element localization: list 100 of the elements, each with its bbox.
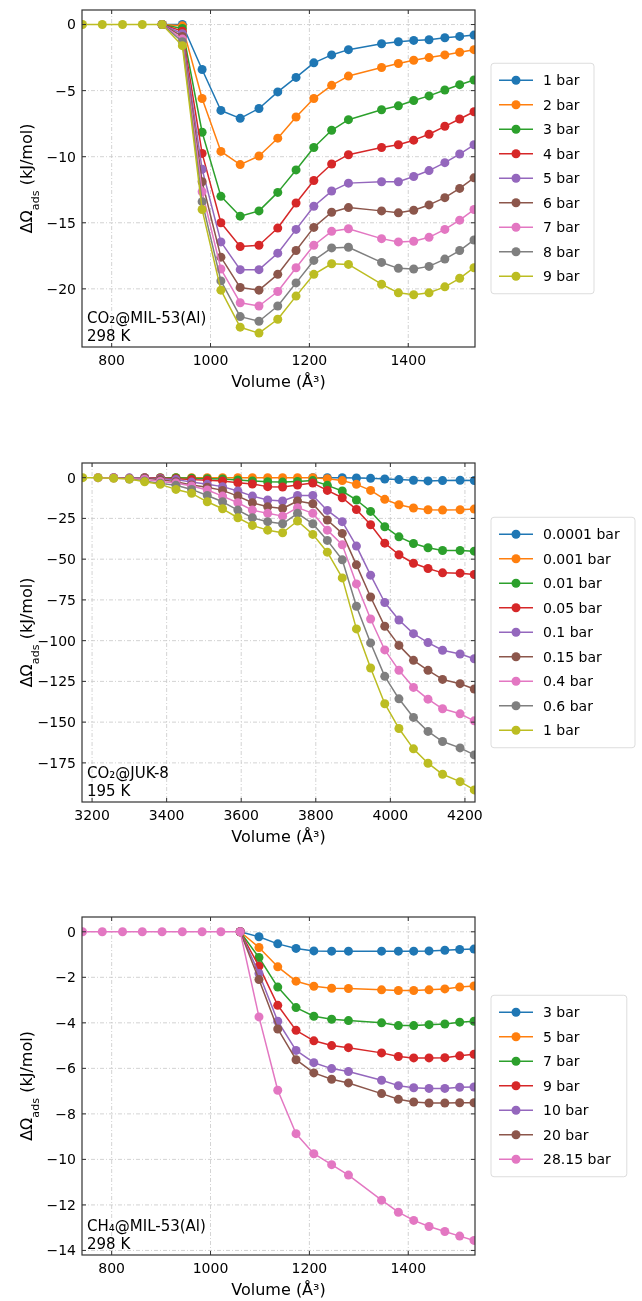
- y-tick-label: −15: [46, 214, 76, 231]
- point: [377, 105, 387, 115]
- legend-label: 8 bar: [543, 243, 580, 260]
- point: [235, 113, 245, 123]
- point: [393, 237, 403, 247]
- x-tick-label: 800: [98, 1260, 126, 1276]
- point: [351, 479, 361, 489]
- y-tick-label: −6: [55, 1060, 77, 1077]
- point: [377, 234, 387, 244]
- point: [380, 598, 390, 608]
- point: [273, 982, 283, 992]
- legend-label: 3 bar: [543, 1004, 580, 1021]
- point: [197, 64, 207, 74]
- point: [455, 777, 465, 787]
- point: [327, 1014, 337, 1024]
- point: [247, 498, 257, 508]
- legend-label: 7 bar: [543, 219, 580, 236]
- x-tick-label: 1200: [291, 1260, 328, 1276]
- y-tick-label: −125: [37, 673, 76, 690]
- point: [309, 1036, 319, 1046]
- point: [438, 704, 448, 714]
- point: [273, 187, 283, 197]
- point: [366, 592, 376, 602]
- point: [273, 301, 283, 311]
- legend-label: 7 bar: [543, 1053, 580, 1070]
- x-tick-label: 1400: [390, 352, 427, 368]
- point: [322, 547, 332, 557]
- point: [409, 1215, 419, 1225]
- point: [366, 570, 376, 580]
- point: [216, 105, 226, 115]
- point: [455, 568, 465, 578]
- point: [380, 645, 390, 655]
- point: [343, 71, 353, 81]
- point: [455, 114, 465, 124]
- point: [263, 517, 273, 527]
- point: [308, 490, 318, 500]
- point: [291, 1025, 301, 1035]
- point: [438, 737, 448, 747]
- point: [343, 242, 353, 252]
- point: [424, 166, 434, 176]
- point: [377, 62, 387, 72]
- point: [377, 946, 387, 956]
- point: [377, 1089, 387, 1099]
- point: [233, 498, 243, 508]
- point: [254, 1012, 264, 1022]
- point: [366, 520, 376, 530]
- point: [455, 709, 465, 719]
- point: [291, 1045, 301, 1055]
- point: [394, 640, 404, 650]
- point: [309, 175, 319, 185]
- point: [343, 1043, 353, 1053]
- point: [423, 758, 433, 768]
- point: [235, 242, 245, 252]
- point: [424, 35, 434, 45]
- point: [424, 1020, 434, 1030]
- point: [293, 516, 303, 526]
- point: [455, 183, 465, 193]
- point: [254, 301, 264, 311]
- point: [235, 322, 245, 332]
- point: [327, 983, 337, 993]
- point: [293, 508, 303, 518]
- legend-label: 0.0001 bar: [543, 526, 620, 543]
- point: [423, 694, 433, 704]
- point: [343, 946, 353, 956]
- point: [197, 94, 207, 104]
- point: [291, 198, 301, 208]
- annotation: CO₂@JUK-8: [87, 764, 169, 782]
- x-axis-title: Volume (Å³): [231, 372, 326, 391]
- point: [235, 312, 245, 322]
- point: [424, 232, 434, 242]
- point: [187, 488, 197, 498]
- point: [309, 255, 319, 265]
- point: [393, 1052, 403, 1062]
- y-tick-label: −12: [46, 1196, 76, 1213]
- y-tick-label: −14: [46, 1242, 77, 1259]
- y-tick-label: −20: [46, 280, 76, 297]
- point: [438, 476, 448, 486]
- point: [254, 328, 264, 338]
- x-tick-label: 1200: [291, 352, 328, 368]
- point: [254, 206, 264, 216]
- point: [366, 473, 376, 483]
- point: [438, 674, 448, 684]
- y-tick-label: −5: [55, 82, 76, 99]
- point: [394, 665, 404, 675]
- point: [278, 482, 288, 492]
- x-tick-label: 3800: [297, 807, 334, 823]
- point: [423, 476, 433, 486]
- point: [254, 932, 264, 942]
- point: [291, 165, 301, 175]
- point: [327, 1064, 337, 1074]
- point: [278, 503, 288, 513]
- point: [233, 505, 243, 515]
- point: [327, 1074, 337, 1084]
- point: [291, 291, 301, 301]
- point: [408, 629, 418, 639]
- point: [322, 535, 332, 545]
- point: [273, 223, 283, 233]
- point: [309, 1068, 319, 1078]
- y-tick-label: −150: [37, 714, 76, 731]
- point: [177, 927, 187, 937]
